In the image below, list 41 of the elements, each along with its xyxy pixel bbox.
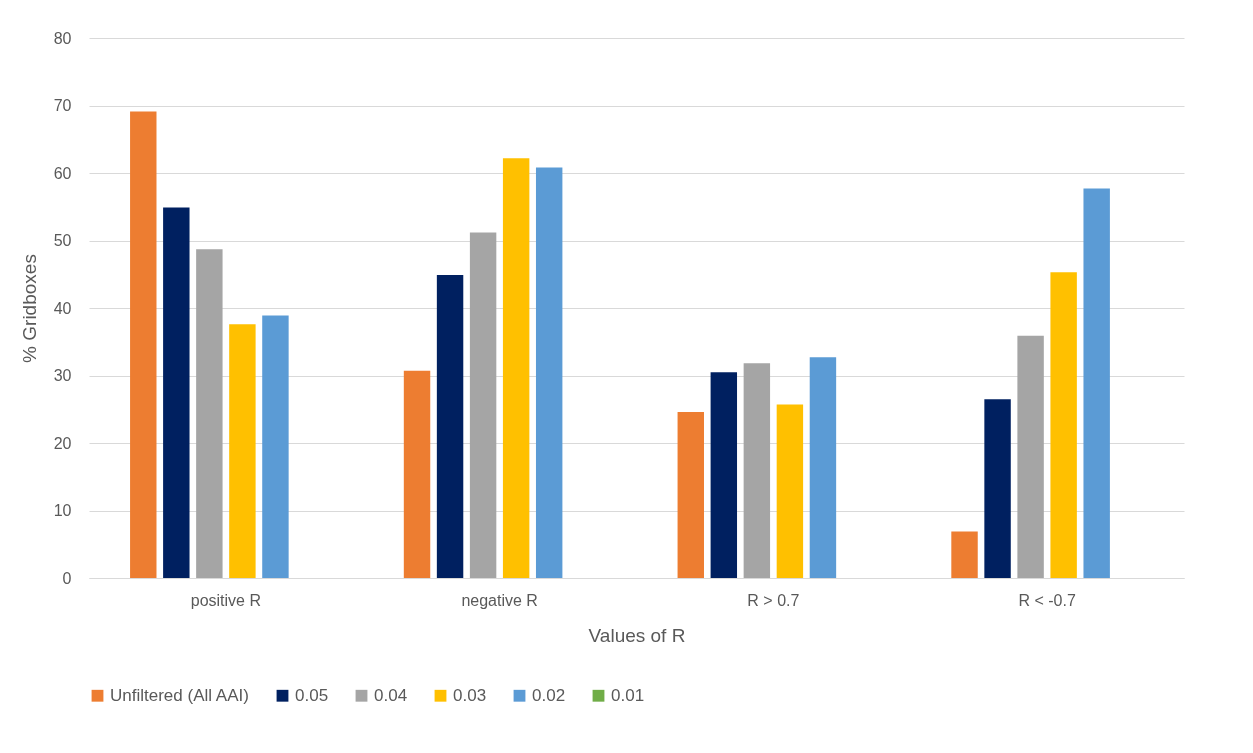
bar [743, 363, 771, 578]
y-tick-label: 80 [53, 29, 72, 47]
bar [163, 207, 190, 578]
legend-label: 0.02 [532, 685, 566, 705]
y-tick-label: 30 [53, 367, 72, 384]
bar [984, 399, 1011, 578]
bar [1017, 335, 1044, 578]
bar [776, 404, 804, 578]
bar [436, 274, 464, 578]
y-tick-label: 60 [53, 164, 72, 182]
y-tick-label: 50 [53, 232, 72, 249]
bar [130, 111, 157, 578]
bar [229, 324, 256, 578]
bar [502, 158, 530, 578]
bar [1083, 188, 1110, 578]
y-tick-label: 0 [62, 569, 72, 587]
legend-label: Unfiltered (All AAI) [110, 685, 249, 705]
bar [403, 370, 431, 578]
legend-label: 0.01 [611, 685, 645, 705]
legend-label: 0.03 [453, 685, 487, 705]
y-tick-label: 10 [53, 502, 72, 519]
legend-label: 0.05 [295, 685, 329, 705]
y-tick-label: 40 [53, 299, 72, 317]
bar [710, 372, 738, 578]
legend-label: 0.04 [374, 685, 408, 705]
bar [262, 315, 289, 578]
y-axis-title: % Gridboxes [18, 254, 40, 363]
bar [809, 357, 837, 578]
x-tick-label: R > 0.7 [747, 591, 800, 609]
y-tick-label: 20 [53, 434, 72, 452]
bar [1050, 272, 1077, 578]
x-tick-label: positive R [190, 591, 261, 609]
bar [535, 167, 563, 578]
bar [677, 411, 704, 578]
bar [469, 232, 497, 578]
x-axis-title: Values of R [588, 624, 686, 646]
bar [196, 249, 223, 578]
y-tick-label: 70 [53, 97, 72, 114]
bar [951, 531, 978, 578]
x-tick-label: negative R [461, 591, 538, 609]
x-tick-label: R < -0.7 [1018, 591, 1076, 609]
